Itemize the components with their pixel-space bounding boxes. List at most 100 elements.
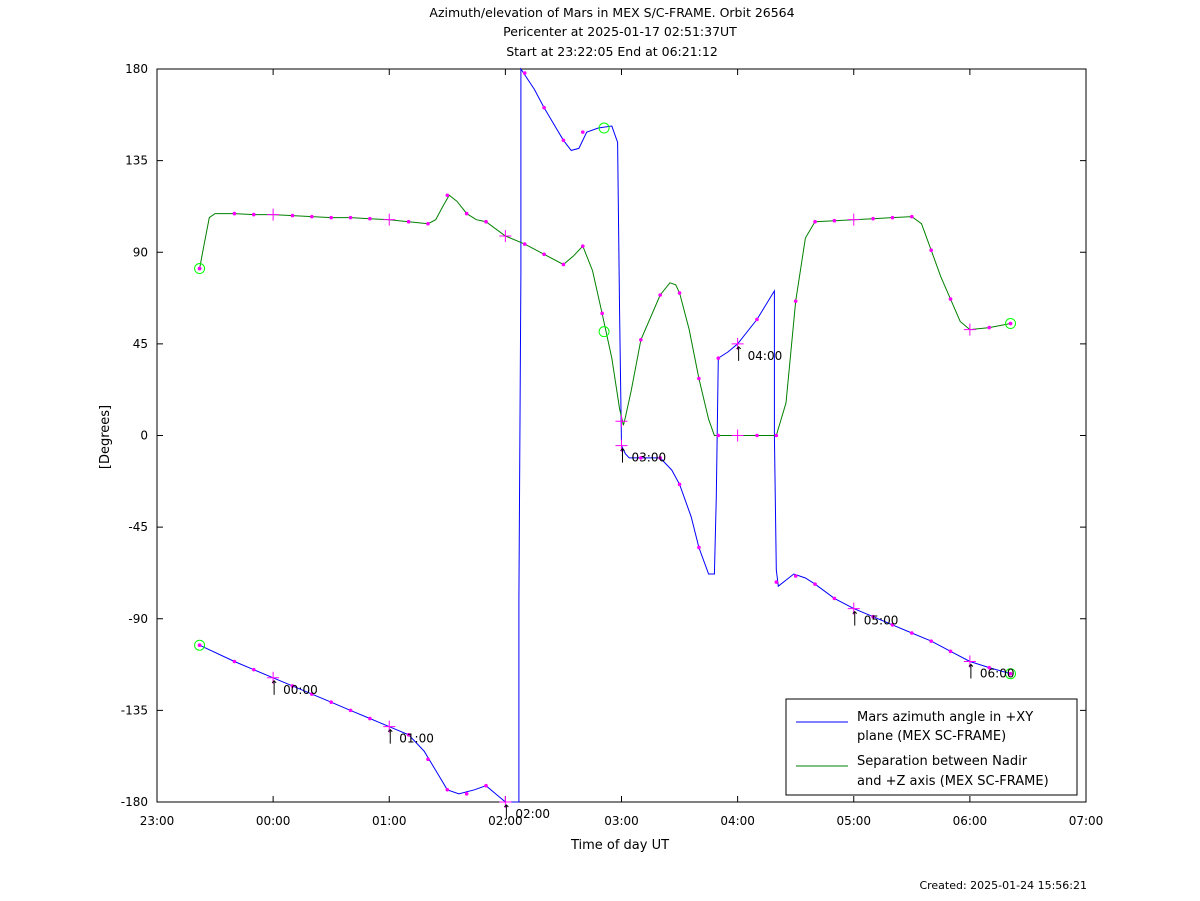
separation-series-line bbox=[199, 194, 1011, 436]
data-point bbox=[1008, 321, 1013, 326]
hour-annotation-arrow bbox=[504, 804, 509, 808]
data-point bbox=[542, 252, 546, 257]
data-point bbox=[329, 215, 333, 220]
x-tick-label: 03:00 bbox=[604, 814, 639, 828]
data-point bbox=[406, 733, 411, 737]
data-point bbox=[793, 299, 798, 303]
data-point bbox=[658, 456, 663, 460]
legend-label-azimuth-line1: Mars azimuth angle in +XY bbox=[857, 710, 1033, 725]
data-point bbox=[290, 684, 295, 688]
data-point bbox=[987, 325, 992, 330]
data-point bbox=[600, 311, 604, 316]
legend: Mars azimuth angle in +XY plane (MEX SC-… bbox=[785, 698, 1078, 796]
data-point bbox=[522, 242, 527, 246]
hour-annotation-label: 05:00 bbox=[864, 614, 899, 628]
hour-annotation-label: 01:00 bbox=[399, 732, 434, 746]
hour-annotation-label: 04:00 bbox=[748, 349, 783, 363]
hour-annotation-label: 03:00 bbox=[632, 451, 667, 465]
data-point bbox=[561, 138, 566, 143]
data-point bbox=[580, 130, 585, 134]
pericenter-marker bbox=[598, 326, 610, 338]
hour-annotation-label: 06:00 bbox=[980, 667, 1015, 681]
y-tick-label: -45 bbox=[128, 520, 148, 534]
x-tick-label: 06:00 bbox=[953, 814, 988, 828]
data-point bbox=[813, 219, 817, 224]
x-tick-label: 02:00 bbox=[488, 814, 523, 828]
data-point bbox=[948, 649, 953, 654]
chart-title-line3: Start at 23:22:05 End at 06:21:12 bbox=[506, 44, 718, 59]
data-point bbox=[232, 659, 237, 664]
x-tick-label: 01:00 bbox=[372, 814, 407, 828]
hour-marker bbox=[383, 213, 396, 226]
data-point bbox=[871, 614, 875, 619]
data-point bbox=[890, 215, 895, 220]
data-point bbox=[755, 317, 759, 322]
hour-annotation-arrow bbox=[271, 680, 277, 684]
x-tick-label: 00:00 bbox=[256, 814, 291, 828]
data-point bbox=[890, 623, 895, 627]
data-point bbox=[639, 338, 643, 342]
data-point bbox=[929, 639, 933, 643]
data-point bbox=[910, 214, 914, 219]
legend-label-separation-line2: and +Z axis (MEX SC-FRAME) bbox=[857, 774, 1049, 789]
data-point bbox=[948, 297, 953, 301]
data-point bbox=[658, 293, 663, 297]
data-point bbox=[197, 266, 202, 271]
hour-annotation-arrow bbox=[852, 610, 858, 614]
chart-title-line1: Azimuth/elevation of Mars in MEX S/C-FRA… bbox=[429, 5, 794, 20]
data-point bbox=[910, 631, 914, 635]
start-end-marker bbox=[1005, 318, 1017, 330]
y-tick-label: 0 bbox=[140, 429, 148, 443]
legend-box bbox=[785, 698, 1078, 796]
y-tick-label: 180 bbox=[125, 62, 148, 76]
data-point bbox=[929, 248, 933, 253]
data-point bbox=[251, 212, 256, 217]
hour-annotation-arrow bbox=[387, 728, 393, 733]
hour-marker bbox=[267, 208, 280, 221]
data-point bbox=[1008, 671, 1013, 676]
series-lines bbox=[199, 67, 1011, 803]
data-point bbox=[542, 105, 546, 110]
data-point bbox=[348, 708, 353, 713]
y-tick-label: -90 bbox=[128, 612, 148, 626]
data-point bbox=[232, 211, 237, 216]
data-point bbox=[310, 692, 314, 696]
data-point bbox=[197, 643, 202, 648]
hour-annotation-arrow bbox=[736, 346, 741, 350]
hour-annotation-arrow bbox=[620, 447, 625, 452]
hour-annotations: 00:00 01:00 02:00 03:00 04:00 05:00 06:00 bbox=[271, 346, 1015, 821]
x-tick-label: 05:00 bbox=[836, 814, 871, 828]
y-tick-label: 135 bbox=[125, 154, 148, 168]
data-point bbox=[484, 219, 488, 224]
data-point bbox=[677, 482, 682, 487]
data-point bbox=[348, 215, 353, 220]
data-point bbox=[639, 456, 643, 460]
start-end-marker bbox=[1005, 668, 1017, 680]
hour-marker bbox=[963, 323, 976, 336]
hour-annotation-label: 02:00 bbox=[515, 807, 550, 821]
series-markers bbox=[194, 71, 1017, 808]
hour-marker bbox=[731, 429, 744, 442]
data-point bbox=[832, 596, 837, 601]
data-point bbox=[368, 216, 372, 221]
data-point bbox=[697, 545, 701, 550]
created-timestamp: Created: 2025-01-24 15:56:21 bbox=[919, 879, 1087, 892]
hour-marker bbox=[847, 213, 860, 226]
azimuth-series-line bbox=[199, 67, 1011, 803]
data-point bbox=[561, 262, 566, 267]
x-tick-label: 23:00 bbox=[140, 814, 175, 828]
chart-title-line2: Pericenter at 2025-01-17 02:51:37UT bbox=[503, 24, 737, 39]
data-point bbox=[793, 574, 798, 578]
data-point bbox=[445, 787, 450, 792]
data-point bbox=[813, 582, 817, 586]
data-point bbox=[774, 580, 779, 584]
data-point bbox=[426, 757, 430, 762]
data-point bbox=[987, 665, 992, 670]
data-point bbox=[464, 792, 469, 796]
data-point bbox=[580, 244, 585, 248]
data-point bbox=[426, 221, 430, 226]
hour-marker bbox=[499, 229, 512, 242]
data-point bbox=[832, 218, 837, 223]
data-point bbox=[290, 213, 295, 218]
x-tick-label: 07:00 bbox=[1069, 814, 1104, 828]
